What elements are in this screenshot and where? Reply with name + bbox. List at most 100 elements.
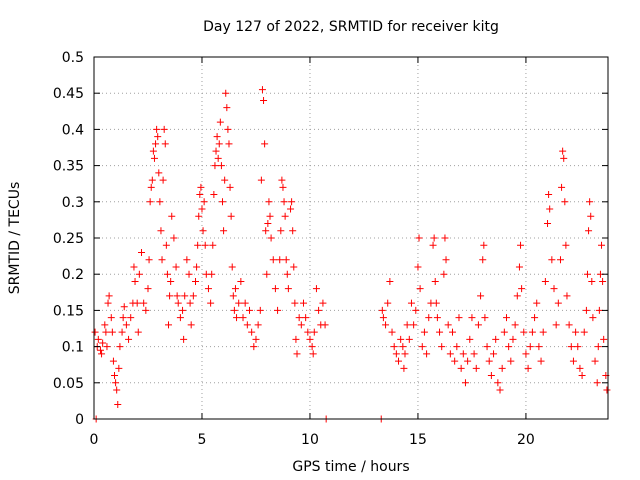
data-point bbox=[200, 198, 208, 206]
y-tick-label: 0.1 bbox=[62, 340, 84, 356]
data-point bbox=[461, 379, 469, 387]
data-point bbox=[388, 328, 396, 336]
data-point bbox=[287, 205, 295, 213]
data-point bbox=[295, 314, 303, 322]
data-point bbox=[173, 292, 181, 300]
data-point bbox=[196, 191, 204, 199]
data-point bbox=[308, 343, 316, 351]
data-point bbox=[260, 96, 268, 104]
data-point bbox=[430, 234, 438, 242]
data-point bbox=[433, 314, 441, 322]
data-point bbox=[302, 314, 310, 322]
data-point bbox=[560, 154, 568, 162]
data-point bbox=[505, 343, 513, 351]
data-point bbox=[158, 256, 166, 264]
data-point bbox=[572, 328, 580, 336]
data-point bbox=[165, 321, 173, 329]
data-point bbox=[140, 299, 148, 307]
data-point bbox=[157, 227, 165, 235]
data-point bbox=[265, 198, 273, 206]
data-point bbox=[274, 306, 282, 314]
data-point bbox=[119, 314, 127, 322]
data-point bbox=[468, 314, 476, 322]
data-point bbox=[162, 241, 170, 249]
data-point bbox=[250, 343, 258, 351]
data-point bbox=[498, 364, 506, 372]
data-point bbox=[263, 270, 271, 278]
data-point bbox=[267, 234, 275, 242]
data-point bbox=[257, 176, 265, 184]
data-point bbox=[186, 299, 194, 307]
data-point bbox=[603, 386, 611, 394]
data-point bbox=[289, 227, 297, 235]
data-point bbox=[281, 212, 289, 220]
data-point bbox=[94, 335, 102, 343]
data-point bbox=[283, 270, 291, 278]
data-point bbox=[103, 343, 111, 351]
data-point bbox=[401, 350, 409, 358]
data-point bbox=[239, 314, 247, 322]
data-point bbox=[292, 335, 300, 343]
data-point bbox=[548, 256, 556, 264]
data-point bbox=[459, 350, 467, 358]
data-point bbox=[149, 147, 157, 155]
data-point bbox=[98, 350, 106, 358]
data-point bbox=[219, 198, 226, 206]
data-point bbox=[290, 263, 298, 271]
data-point bbox=[213, 133, 221, 141]
data-point bbox=[282, 256, 290, 264]
data-point bbox=[319, 299, 327, 307]
data-point bbox=[228, 263, 236, 271]
y-tick-label: 0.35 bbox=[53, 159, 84, 175]
x-tick-label: 20 bbox=[517, 432, 535, 448]
data-point bbox=[230, 306, 238, 314]
data-point bbox=[565, 321, 573, 329]
data-point bbox=[199, 227, 207, 235]
data-point bbox=[153, 125, 161, 133]
data-point bbox=[599, 277, 607, 285]
data-point bbox=[154, 133, 162, 141]
data-point bbox=[264, 220, 272, 228]
data-point bbox=[224, 125, 232, 133]
data-point bbox=[392, 350, 400, 358]
data-point bbox=[241, 299, 249, 307]
data-point bbox=[500, 328, 508, 336]
data-point bbox=[231, 285, 239, 293]
data-point bbox=[507, 357, 515, 365]
data-point bbox=[546, 205, 554, 213]
data-point bbox=[172, 263, 180, 271]
y-tick-label: 0.25 bbox=[53, 231, 84, 247]
data-point bbox=[233, 314, 241, 322]
y-tick-label: 0.5 bbox=[62, 50, 84, 66]
data-point bbox=[310, 328, 318, 336]
data-point bbox=[269, 256, 277, 264]
x-tick-label: 15 bbox=[409, 432, 427, 448]
data-point bbox=[420, 328, 428, 336]
data-point bbox=[487, 372, 495, 380]
data-point bbox=[600, 335, 608, 343]
data-point bbox=[99, 339, 107, 347]
data-point bbox=[122, 321, 130, 329]
data-point bbox=[284, 285, 292, 293]
data-point bbox=[416, 285, 424, 293]
data-point bbox=[415, 234, 423, 242]
y-tick-label: 0.15 bbox=[53, 303, 84, 319]
y-tick-label: 0.45 bbox=[53, 86, 84, 102]
data-point bbox=[587, 212, 595, 220]
data-point bbox=[533, 299, 541, 307]
data-point bbox=[490, 350, 498, 358]
data-point bbox=[152, 140, 160, 148]
data-point bbox=[142, 306, 150, 314]
data-point bbox=[552, 321, 560, 329]
data-point bbox=[125, 335, 133, 343]
data-point bbox=[520, 328, 528, 336]
data-point bbox=[102, 328, 110, 336]
chart-title: Day 127 of 2022, SRMTID for receiver kit… bbox=[203, 19, 499, 35]
data-point bbox=[194, 241, 202, 249]
data-point bbox=[96, 346, 104, 354]
data-point bbox=[451, 357, 459, 365]
y-tick-label: 0.3 bbox=[62, 195, 84, 211]
data-point bbox=[576, 364, 584, 372]
data-point bbox=[585, 227, 593, 235]
